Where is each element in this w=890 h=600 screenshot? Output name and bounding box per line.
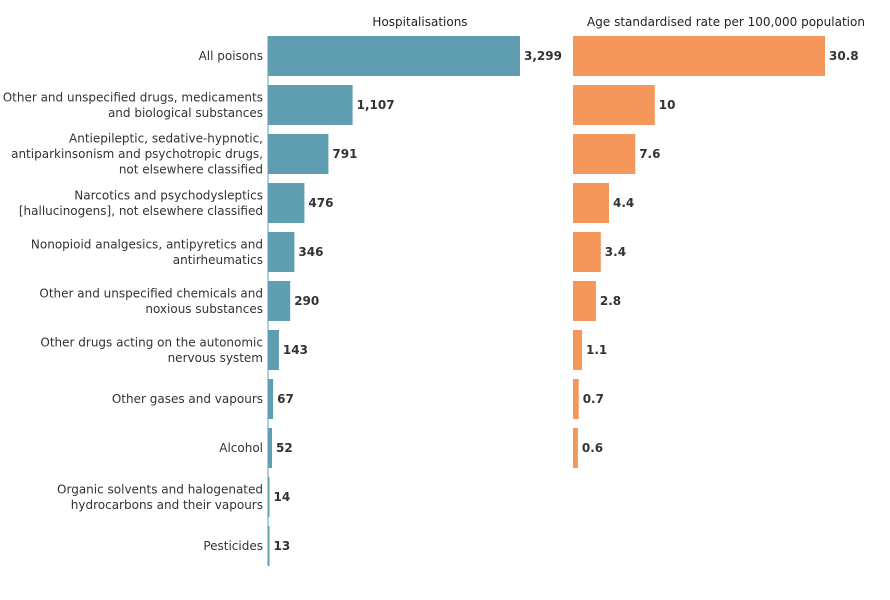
data-label: 10 <box>659 98 676 112</box>
category-label-line: Other gases and vapours <box>112 392 263 406</box>
category-label-line: antirheumatics <box>173 253 263 267</box>
bar <box>268 85 353 125</box>
bar <box>573 85 655 125</box>
data-label: 30.8 <box>829 49 859 63</box>
bar <box>268 281 291 321</box>
data-label: 1.1 <box>586 343 607 357</box>
bar <box>268 330 279 370</box>
category-label: Alcohol <box>219 441 263 455</box>
category-label: Other gases and vapours <box>112 392 263 406</box>
category-label-line: nervous system <box>168 351 263 365</box>
bar <box>268 232 295 272</box>
category-label-line: Other drugs acting on the autonomic <box>40 335 263 349</box>
rate-bars: 30.8 10 7.6 4.4 3.4 2.8 1.1 0.7 0.6 <box>573 36 859 468</box>
category-label-line: and biological substances <box>108 106 263 120</box>
category-label: Other drugs acting on the autonomic nervo… <box>40 335 263 365</box>
category-label-line: Organic solvents and halogenated <box>57 482 263 496</box>
hospitalisations-bars: 3,299 1,107 791 476 346 290 143 67 52 14 13 <box>268 36 562 566</box>
category-label: Nonopioid analgesics, antipyretics and an… <box>31 237 263 266</box>
data-label: 14 <box>274 490 291 504</box>
bar <box>268 134 329 174</box>
category-label: Organic solvents and halogenated hydrocar… <box>57 482 263 512</box>
category-label-line: Pesticides <box>203 539 263 553</box>
category-label: Pesticides <box>203 539 263 553</box>
category-label-line: All poisons <box>199 49 263 63</box>
category-label-line: noxious substances <box>145 302 263 316</box>
data-label: 290 <box>294 294 319 308</box>
category-label-line: antiparkinsonism and psychotropic drugs, <box>11 147 263 161</box>
category-label-line: Narcotics and psychodysleptics <box>74 188 263 202</box>
category-label-line: Other and unspecified drugs, medicaments <box>3 90 263 104</box>
bar <box>573 281 596 321</box>
bar <box>573 36 825 76</box>
bar <box>573 379 579 419</box>
bar <box>268 428 272 468</box>
data-label: 3,299 <box>524 49 562 63</box>
data-label: 2.8 <box>600 294 621 308</box>
data-label: 143 <box>283 343 308 357</box>
category-label-line: hydrocarbons and their vapours <box>71 498 263 512</box>
bar <box>268 477 270 517</box>
category-label-line: not elsewhere classified <box>119 163 263 177</box>
category-label-line: Nonopioid analgesics, antipyretics and <box>31 237 263 251</box>
data-label: 1,107 <box>357 98 395 112</box>
category-label-line: [hallucinogens], not elsewhere classifie… <box>19 204 263 218</box>
data-label: 476 <box>308 196 333 210</box>
data-label: 13 <box>274 539 291 553</box>
bar <box>268 183 305 223</box>
category-label: All poisons <box>199 49 263 63</box>
category-label-line: Other and unspecified chemicals and <box>39 286 263 300</box>
bar <box>573 428 578 468</box>
panel-title-hospitalisations: Hospitalisations <box>372 15 467 29</box>
bar <box>268 36 520 76</box>
bar <box>573 330 582 370</box>
data-label: 67 <box>277 392 294 406</box>
data-label: 3.4 <box>605 245 626 259</box>
category-label-line: Alcohol <box>219 441 263 455</box>
category-label: Antiepileptic, sedative-hypnotic, antipar… <box>11 132 263 177</box>
category-label: Narcotics and psychodysleptics [hallucino… <box>19 188 263 218</box>
data-label: 52 <box>276 441 293 455</box>
category-label: Other and unspecified drugs, medicaments… <box>3 90 263 120</box>
data-label: 0.7 <box>583 392 604 406</box>
bar <box>573 232 601 272</box>
data-label: 7.6 <box>639 147 660 161</box>
bar <box>573 134 636 174</box>
data-label: 346 <box>298 245 323 259</box>
bar <box>268 526 270 566</box>
category-label-line: Antiepileptic, sedative-hypnotic, <box>69 132 263 146</box>
category-label: Other and unspecified chemicals and noxio… <box>39 286 263 316</box>
data-label: 0.6 <box>582 441 603 455</box>
bar <box>573 183 609 223</box>
bar <box>268 379 274 419</box>
panel-title-rate: Age standardised rate per 100,000 popula… <box>587 15 865 29</box>
data-label: 791 <box>332 147 357 161</box>
category-labels: All poisons Other and unspecified drugs, … <box>3 49 263 553</box>
data-label: 4.4 <box>613 196 634 210</box>
